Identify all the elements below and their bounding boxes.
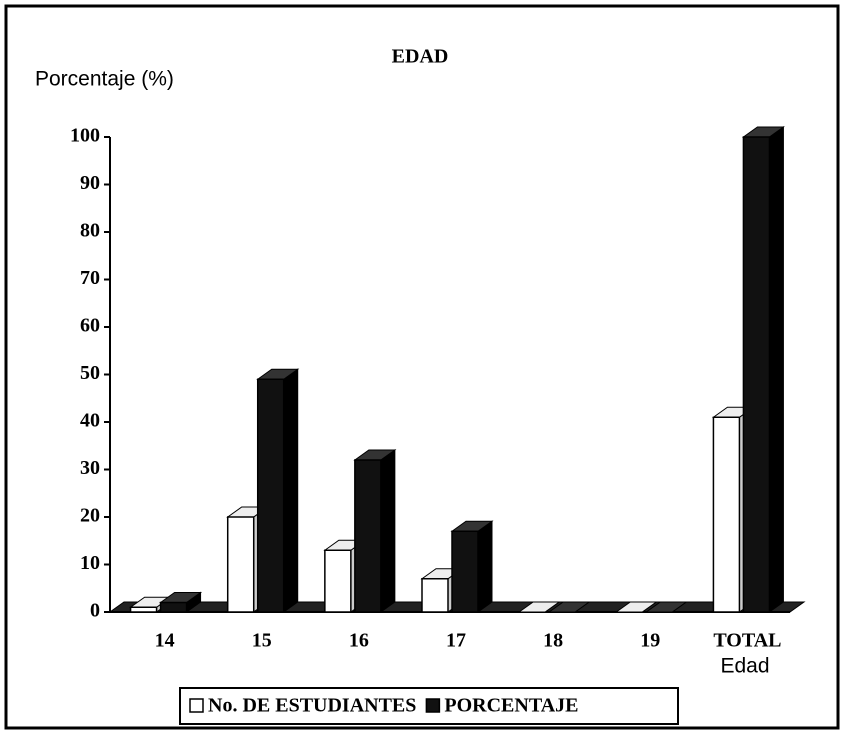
bar [421,578,449,613]
y-tick-label: 60 [80,315,100,337]
y-tick-label: 10 [80,552,100,574]
x-tick-label: 16 [349,630,369,652]
legend-label: PORCENTAJE [444,695,578,717]
y-axis-title: Porcentaje (%) [35,68,174,91]
bar [742,136,771,613]
y-tick-label: 0 [90,600,100,622]
bar-top [517,601,561,613]
y-tick-label: 40 [80,410,100,432]
y-tick-label: 50 [80,362,100,384]
x-axis-title: Edad [720,655,769,678]
legend-swatch [425,698,441,713]
bar [451,530,479,613]
bar [129,606,158,613]
x-tick-label: TOTAL [713,630,781,652]
legend-swatch [189,698,204,713]
y-tick-label: 30 [80,457,100,479]
chart-frame [4,4,840,730]
x-tick-label: 18 [543,630,563,652]
bar-side [477,520,493,613]
y-tick-label: 100 [70,125,100,147]
x-tick-label: 14 [155,630,175,652]
bar-top [644,601,688,613]
bar [324,549,352,613]
bar [354,459,382,613]
bar-top [547,601,591,613]
y-tick-label: 70 [80,267,100,289]
bar-side [283,368,299,613]
y-tick-label: 20 [80,505,100,527]
bar [712,416,741,613]
y-tick-label: 90 [80,172,100,194]
bar [256,378,285,613]
bar-side [380,449,396,613]
legend-label: No. DE ESTUDIANTES [208,695,416,717]
bar [159,601,188,613]
chart-title: EDAD [392,46,449,68]
x-tick-label: 15 [252,630,272,652]
x-tick-label: 17 [446,630,466,652]
x-tick-label: 19 [640,630,660,652]
bar-side [768,126,784,613]
y-tick-label: 80 [80,220,100,242]
bar [226,516,255,613]
bar-top [614,601,658,613]
